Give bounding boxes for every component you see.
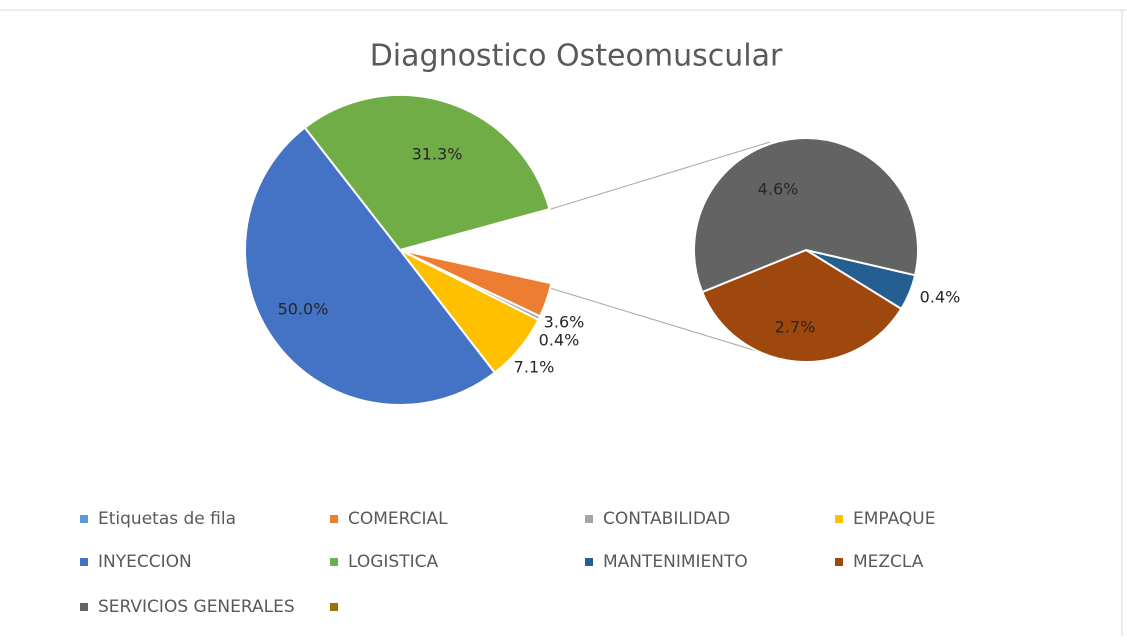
legend-label: MANTENIMIENTO <box>603 552 748 572</box>
legend-label: MEZCLA <box>853 552 924 572</box>
legend-swatch <box>80 558 88 566</box>
data-label: 3.6% <box>544 313 585 332</box>
legend-label: INYECCION <box>98 552 192 572</box>
connector-line <box>539 284 761 353</box>
legend-swatch <box>330 558 338 566</box>
legend-swatch <box>80 515 88 523</box>
legend-swatch <box>835 515 843 523</box>
data-label: 7.1% <box>514 358 555 377</box>
legend-swatch <box>585 515 593 523</box>
legend-swatch <box>80 603 88 611</box>
data-label: 4.6% <box>758 180 799 199</box>
legend-label: CONTABILIDAD <box>603 509 730 529</box>
secondary-pie-slice <box>693 137 919 294</box>
legend-swatch <box>835 558 843 566</box>
secondary-pie-slice <box>700 248 903 363</box>
legend-label: SERVICIOS GENERALES <box>98 597 295 617</box>
legend-label: Etiquetas de fila <box>98 509 236 529</box>
data-label: 31.3% <box>412 145 463 164</box>
data-label: 0.4% <box>539 331 580 350</box>
data-label: 2.7% <box>775 318 816 337</box>
chart-title: Diagnostico Osteomuscular <box>370 39 783 74</box>
connector-line <box>537 141 771 214</box>
data-label: 0.4% <box>920 288 961 307</box>
pie-slice <box>303 94 551 252</box>
legend-swatch <box>330 603 338 611</box>
data-label: 50.0% <box>278 300 329 319</box>
legend-label: EMPAQUE <box>853 509 935 529</box>
pie-slice <box>243 126 497 407</box>
legend-swatch <box>585 558 593 566</box>
legend-label: LOGISTICA <box>348 552 438 572</box>
legend-swatch <box>330 515 338 523</box>
legend-label: COMERCIAL <box>348 509 448 529</box>
